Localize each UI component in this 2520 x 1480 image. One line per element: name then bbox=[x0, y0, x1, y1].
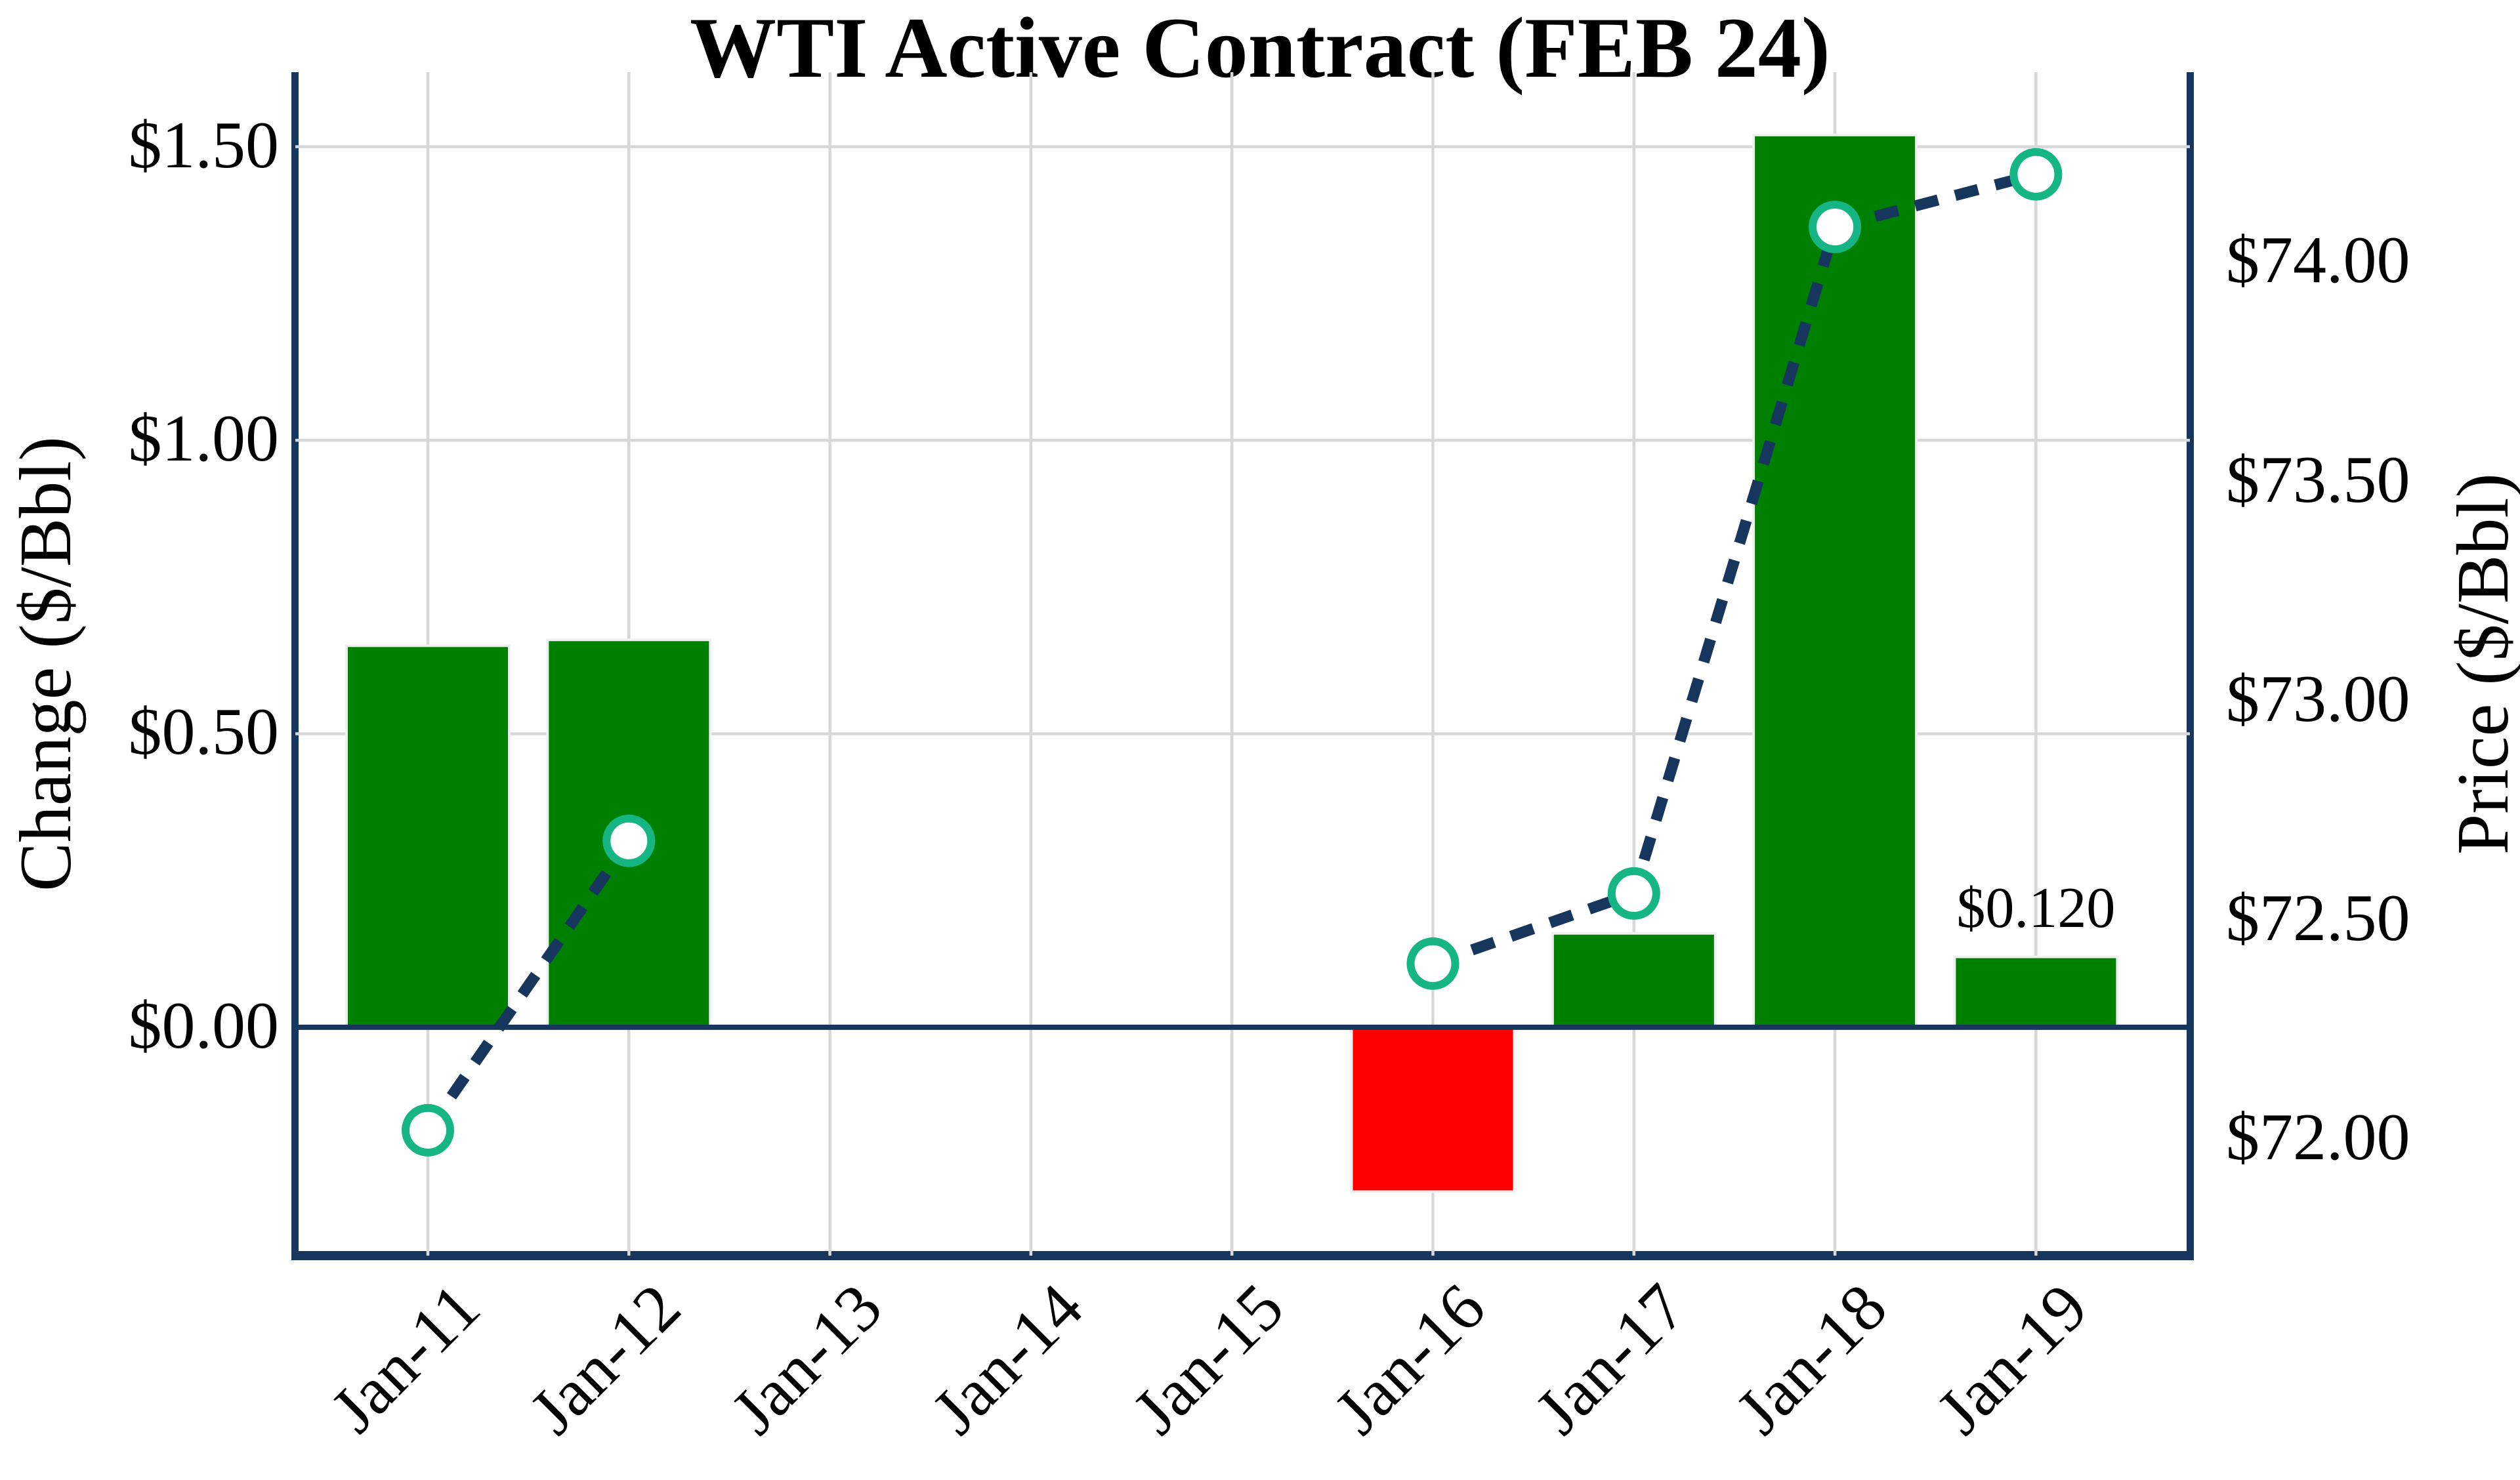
price-marker-Jan-16 bbox=[1406, 937, 1460, 990]
x-axis-tick-label: Jan-12 bbox=[516, 1269, 695, 1449]
chart-title: WTI Active Contract (FEB 24) bbox=[690, 0, 1830, 96]
bar-Jan-18 bbox=[1752, 133, 1918, 1029]
right-axis-title: Price ($/Bbl) bbox=[2443, 473, 2520, 855]
price-marker-Jan-19 bbox=[2009, 148, 2063, 201]
price-marker-Jan-18 bbox=[1809, 200, 1862, 253]
bar-Jan-19 bbox=[1953, 955, 2119, 1029]
price-marker-Jan-17 bbox=[1607, 867, 1660, 920]
x-axis-tick-label: Jan-17 bbox=[1521, 1269, 1700, 1449]
price-line-segment bbox=[1431, 169, 2038, 969]
right-axis-tick-label: $72.50 bbox=[2226, 881, 2410, 955]
right-spine bbox=[2187, 72, 2194, 1256]
bar-Jan-16 bbox=[1350, 1025, 1516, 1193]
bar-Jan-17 bbox=[1551, 932, 1717, 1029]
price-marker-Jan-12 bbox=[602, 814, 656, 867]
x-axis-tick-label: Jan-18 bbox=[1722, 1269, 1901, 1449]
price-line-segment bbox=[423, 837, 634, 1134]
x-axis-tick-label: Jan-16 bbox=[1320, 1269, 1500, 1449]
right-axis-tick-label: $72.00 bbox=[2226, 1100, 2410, 1175]
annotation-label: $0.120 bbox=[1956, 876, 2116, 940]
left-axis-title: Change ($/Bbl) bbox=[5, 436, 87, 892]
x-axis-tick-label: Jan-13 bbox=[717, 1269, 896, 1449]
right-axis-tick-label: $74.00 bbox=[2226, 223, 2410, 298]
x-axis-tick-label: Jan-14 bbox=[918, 1269, 1097, 1449]
price-marker-Jan-11 bbox=[402, 1103, 454, 1157]
left-axis-tick-label: $0.00 bbox=[128, 988, 280, 1063]
plot-area bbox=[295, 72, 2190, 1256]
right-axis-tick-label: $73.50 bbox=[2226, 442, 2410, 517]
x-axis-tick-label: Jan-11 bbox=[317, 1269, 494, 1447]
bottom-spine bbox=[291, 1251, 2194, 1260]
x-axis-tick-label: Jan-19 bbox=[1923, 1269, 2103, 1449]
x-axis-tick-label: Jan-15 bbox=[1119, 1269, 1298, 1449]
left-axis-tick-label: $1.00 bbox=[128, 401, 280, 476]
left-spine bbox=[291, 72, 299, 1256]
bar-Jan-11 bbox=[345, 644, 511, 1029]
left-axis-tick-label: $0.50 bbox=[128, 695, 280, 770]
right-axis-tick-label: $73.00 bbox=[2226, 661, 2410, 736]
left-axis-tick-label: $1.50 bbox=[128, 108, 280, 182]
